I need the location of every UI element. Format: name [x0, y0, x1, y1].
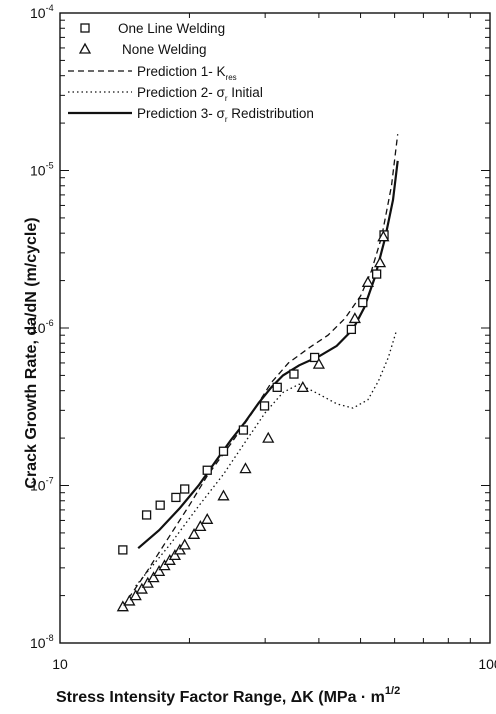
- series-points: [118, 230, 389, 555]
- y-tick-label: 10-4: [30, 3, 54, 21]
- legend-item: None Welding: [78, 42, 207, 57]
- data-point-square: [180, 484, 190, 494]
- data-point-triangle: [194, 520, 207, 532]
- data-point-triangle: [78, 42, 92, 54]
- y-tick-exponent: -7: [46, 476, 54, 486]
- data-point-triangle: [312, 357, 325, 369]
- y-tick-label: 10-8: [30, 633, 54, 651]
- data-point-square: [272, 382, 282, 392]
- data-point-triangle: [262, 431, 275, 443]
- data-point-square: [346, 324, 357, 335]
- data-point-triangle: [123, 594, 136, 606]
- series-line: [135, 331, 397, 587]
- legend-item: Prediction 3- σr Redistribution: [68, 106, 314, 124]
- y-tick-label: 10-5: [30, 161, 54, 179]
- axis-tick-labels: 10-810-710-610-510-410100: [30, 3, 496, 672]
- data-point-square: [358, 297, 368, 308]
- legend-label-subscript: r: [225, 115, 228, 124]
- legend-label-name: One Line Welding: [118, 21, 225, 36]
- series-path: [135, 331, 397, 587]
- data-point-square: [218, 446, 229, 456]
- legend-label: None Welding: [122, 42, 207, 57]
- legend-label-subscript: r: [225, 94, 228, 103]
- data-point-square: [238, 425, 249, 435]
- data-point-square: [155, 500, 165, 510]
- legend-item: Prediction 2- σr Initial: [68, 85, 263, 103]
- x-axis-title-exponent: 1/2: [385, 685, 400, 697]
- data-point-triangle: [296, 380, 309, 392]
- axis-ticks: [59, 13, 491, 644]
- data-point-triangle: [116, 600, 129, 612]
- data-point-triangle: [147, 571, 160, 583]
- x-tick-label: 100: [478, 656, 496, 672]
- y-tick-exponent: -5: [46, 161, 54, 171]
- y-axis-title: Crack Growth Rate, da/dN (m/cycle): [23, 217, 40, 488]
- data-point-triangle: [141, 576, 154, 588]
- legend-label-name: None Welding: [122, 42, 207, 57]
- data-point-square: [141, 510, 152, 520]
- y-tick-label: 10-6: [30, 318, 54, 336]
- data-point-triangle: [178, 538, 191, 550]
- y-tick-exponent: -8: [46, 633, 54, 643]
- y-tick-base: 10: [30, 320, 46, 336]
- series-points: [116, 230, 390, 612]
- y-tick-exponent: -6: [46, 318, 54, 328]
- legend-label-suffix: Redistribution: [228, 106, 314, 121]
- legend-label: Prediction 1- Kres: [137, 64, 237, 82]
- series-line: [137, 160, 399, 550]
- legend-label: Prediction 3- σr Redistribution: [137, 106, 314, 124]
- data-point-square: [171, 492, 181, 503]
- y-tick-base: 10: [30, 478, 46, 494]
- data-point-triangle: [129, 589, 142, 601]
- y-tick-label: 10-7: [30, 476, 54, 494]
- y-tick-base: 10: [30, 5, 46, 21]
- legend: One Line Welding None Welding Prediction 1…: [68, 21, 314, 124]
- legend-item: One Line Welding: [80, 21, 225, 36]
- legend-label: One Line Welding: [118, 21, 225, 36]
- legend-label-name: Prediction 1- K: [137, 64, 226, 79]
- x-tick-label: 10: [52, 656, 68, 672]
- data-point-square: [202, 465, 212, 475]
- legend-label-subscript: res: [226, 73, 237, 82]
- data-point-triangle: [377, 230, 390, 242]
- data-point-triangle: [217, 489, 230, 501]
- data-point-triangle: [152, 565, 166, 577]
- y-tick-base: 10: [30, 635, 46, 651]
- data-point-triangle: [361, 275, 374, 287]
- data-point-triangle: [135, 582, 148, 594]
- data-series: [116, 134, 399, 612]
- series-line: [122, 134, 399, 608]
- y-tick-base: 10: [30, 163, 46, 179]
- series-path: [122, 134, 399, 608]
- legend-label-name: Prediction 3- σ: [137, 106, 226, 121]
- data-point-square: [80, 23, 90, 33]
- legend-label-name: Prediction 2- σ: [137, 85, 226, 100]
- data-point-square: [259, 401, 270, 411]
- legend-label: Prediction 2- σr Initial: [137, 85, 263, 103]
- data-point-square: [309, 352, 320, 363]
- y-tick-exponent: -4: [46, 3, 54, 13]
- data-point-triangle: [348, 312, 361, 324]
- data-point-triangle: [201, 512, 214, 524]
- data-point-square: [372, 269, 382, 279]
- data-point-triangle: [168, 549, 181, 561]
- legend-item: Prediction 1- Kres: [68, 64, 237, 82]
- data-point-square: [118, 545, 128, 555]
- data-point-triangle: [373, 256, 387, 268]
- series-path: [137, 160, 399, 550]
- data-point-square: [289, 369, 299, 379]
- x-axis-title: Stress Intensity Factor Range, ΔK (MPa ·…: [56, 685, 400, 706]
- data-point-triangle: [239, 462, 252, 474]
- x-axis-title-main: Stress Intensity Factor Range, ΔK (MPa ·…: [56, 689, 385, 706]
- data-point-triangle: [158, 559, 171, 571]
- data-point-triangle: [187, 527, 201, 539]
- legend-label-suffix: Initial: [228, 85, 263, 100]
